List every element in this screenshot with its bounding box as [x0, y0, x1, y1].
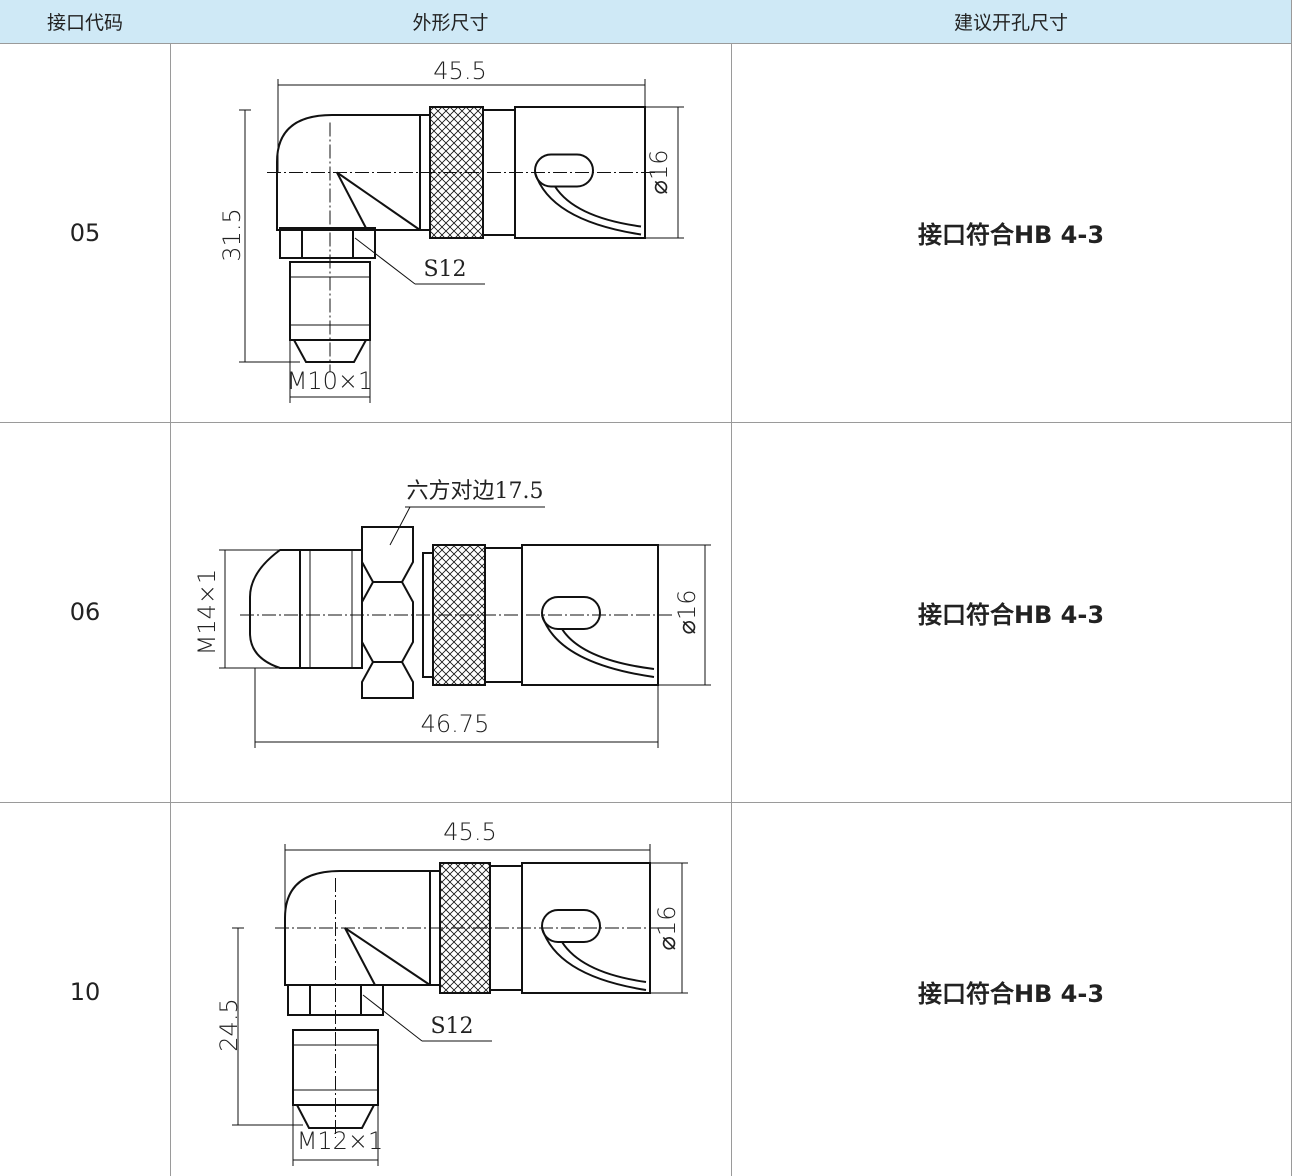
line — [362, 994, 423, 1042]
cam-curve — [541, 614, 655, 678]
line — [344, 927, 431, 986]
hex-nut — [361, 526, 414, 699]
dimension-label: ⌀16 — [673, 590, 701, 635]
line — [389, 506, 411, 546]
dimension-label: S12 — [423, 257, 466, 282]
drawing-cell: 45.5 31.5 ⌀16 S12 M10×1 — [170, 43, 732, 423]
hole-cell: 接口符合HB 4-3 — [731, 422, 1292, 803]
line — [344, 927, 376, 986]
header-cell: 接口代码 — [0, 0, 171, 44]
elbow — [276, 114, 421, 231]
dimension-label: 45.5 — [443, 818, 496, 846]
slot — [541, 909, 601, 943]
dimension-label: M14×1 — [193, 569, 221, 656]
dimension-label: 24.5 — [215, 998, 243, 1051]
hole-cell: 接口符合HB 4-3 — [731, 802, 1292, 1176]
dimension-label: 46.75 — [421, 710, 490, 738]
code-cell: 05 — [0, 43, 171, 423]
drawing-cell: 45.5 24.5 ⌀16 S12 M12×1 — [170, 802, 732, 1176]
dimension-label: 45.5 — [433, 57, 486, 85]
drawing: 45.5 24.5 ⌀16 S12 M12×1 — [215, 818, 688, 1166]
part — [279, 227, 376, 259]
slot — [541, 596, 601, 630]
header-cell: 外形尺寸 — [170, 0, 732, 44]
header-cell: 建议开孔尺寸 — [731, 0, 1292, 44]
dimension-label: ⌀16 — [653, 906, 681, 951]
slot — [534, 153, 594, 188]
cone — [249, 549, 300, 669]
hole-cell: 接口符合HB 4-3 — [731, 43, 1292, 423]
cam-curve — [534, 172, 642, 236]
drawing: M14×1 ⌀16 46.75 六方对边17.5 — [193, 479, 711, 748]
drawing: 45.5 31.5 ⌀16 S12 M10×1 — [218, 57, 684, 403]
line — [354, 237, 416, 285]
dimension-label: M12×1 — [297, 1127, 384, 1155]
line — [336, 171, 421, 231]
code-cell: 06 — [0, 422, 171, 803]
cam-curve — [541, 927, 647, 991]
part — [299, 549, 363, 669]
code-cell: 10 — [0, 802, 171, 1176]
dimension-label: M10×1 — [287, 367, 374, 395]
dimension-label: S12 — [430, 1014, 473, 1039]
line — [336, 172, 368, 231]
dimension-label: 31.5 — [218, 208, 246, 261]
dimension-label: 六方对边17.5 — [407, 479, 544, 504]
dimension-label: ⌀16 — [645, 150, 673, 195]
drawing-cell: M14×1 ⌀16 46.75 六方对边17.5 — [170, 422, 732, 803]
tip — [293, 339, 367, 363]
